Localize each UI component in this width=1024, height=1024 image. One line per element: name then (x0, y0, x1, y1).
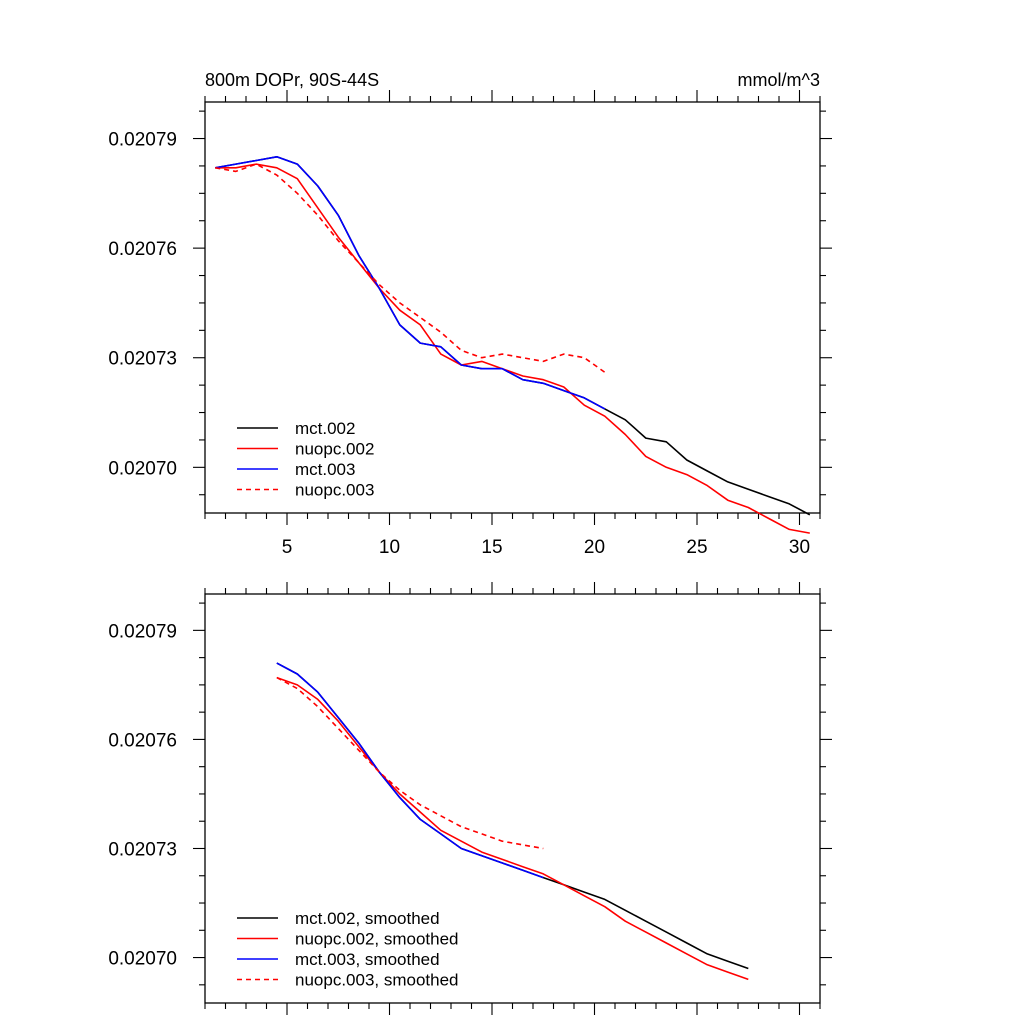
series-line-nuopc-002-smoothed (276, 676, 749, 981)
x-tick-label: 25 (686, 537, 707, 558)
x-tick-label: 5 (282, 537, 293, 558)
legend-label: nuopc.003 (295, 481, 374, 500)
series-line-nuopc-003-smoothed (276, 676, 544, 850)
units-label: mmol/m^3 (738, 70, 820, 90)
x-tick-label: 30 (789, 537, 810, 558)
legend-label: mct.002, smoothed (295, 909, 440, 928)
y-tick-label: 0.02073 (108, 839, 177, 860)
x-tick-label: 20 (584, 537, 605, 558)
legend-label: mct.003, smoothed (295, 950, 440, 969)
chart-title: 800m DOPr, 90S-44S (205, 70, 379, 90)
plot-area-bottom: 0.02079 0.02076 0.02073 0.02070 mct.002, smo… (108, 582, 832, 1015)
panel-bottom: 0.02079 0.02076 0.02073 0.02070 mct.002, smo… (108, 582, 832, 1015)
y-tick-label: 0.02076 (108, 730, 177, 751)
legend-label: nuopc.002, smoothed (295, 930, 459, 949)
series-line-nuopc-003 (215, 163, 606, 373)
x-tick-label: 15 (481, 537, 502, 558)
y-tick-label: 0.02079 (108, 621, 177, 642)
x-tick-label: 10 (379, 537, 400, 558)
y-tick-label: 0.02076 (108, 239, 177, 260)
series-line-mct-003-smoothed (276, 662, 544, 879)
y-tick-label: 0.02070 (108, 458, 177, 479)
legend-label: nuopc.002 (295, 440, 374, 459)
y-tick-label: 0.02079 (108, 130, 177, 151)
y-tick-label: 0.02073 (108, 349, 177, 370)
y-tick-label: 0.02070 (108, 949, 177, 970)
series-line-nuopc-002 (215, 163, 810, 534)
legend-label: mct.002 (295, 419, 355, 438)
legend-label: mct.003 (295, 460, 355, 479)
legend-label: nuopc.003, smoothed (295, 971, 459, 990)
plot-area-top: 5 10 15 20 25 30 0.02079 0.02076 0.02073 0.02070 m… (108, 90, 832, 558)
series-line-mct-003 (215, 156, 606, 410)
panel-top: 800m DOPr, 90S-44S mmol/m^3 5 10 15 20 25 30 0… (108, 70, 832, 558)
